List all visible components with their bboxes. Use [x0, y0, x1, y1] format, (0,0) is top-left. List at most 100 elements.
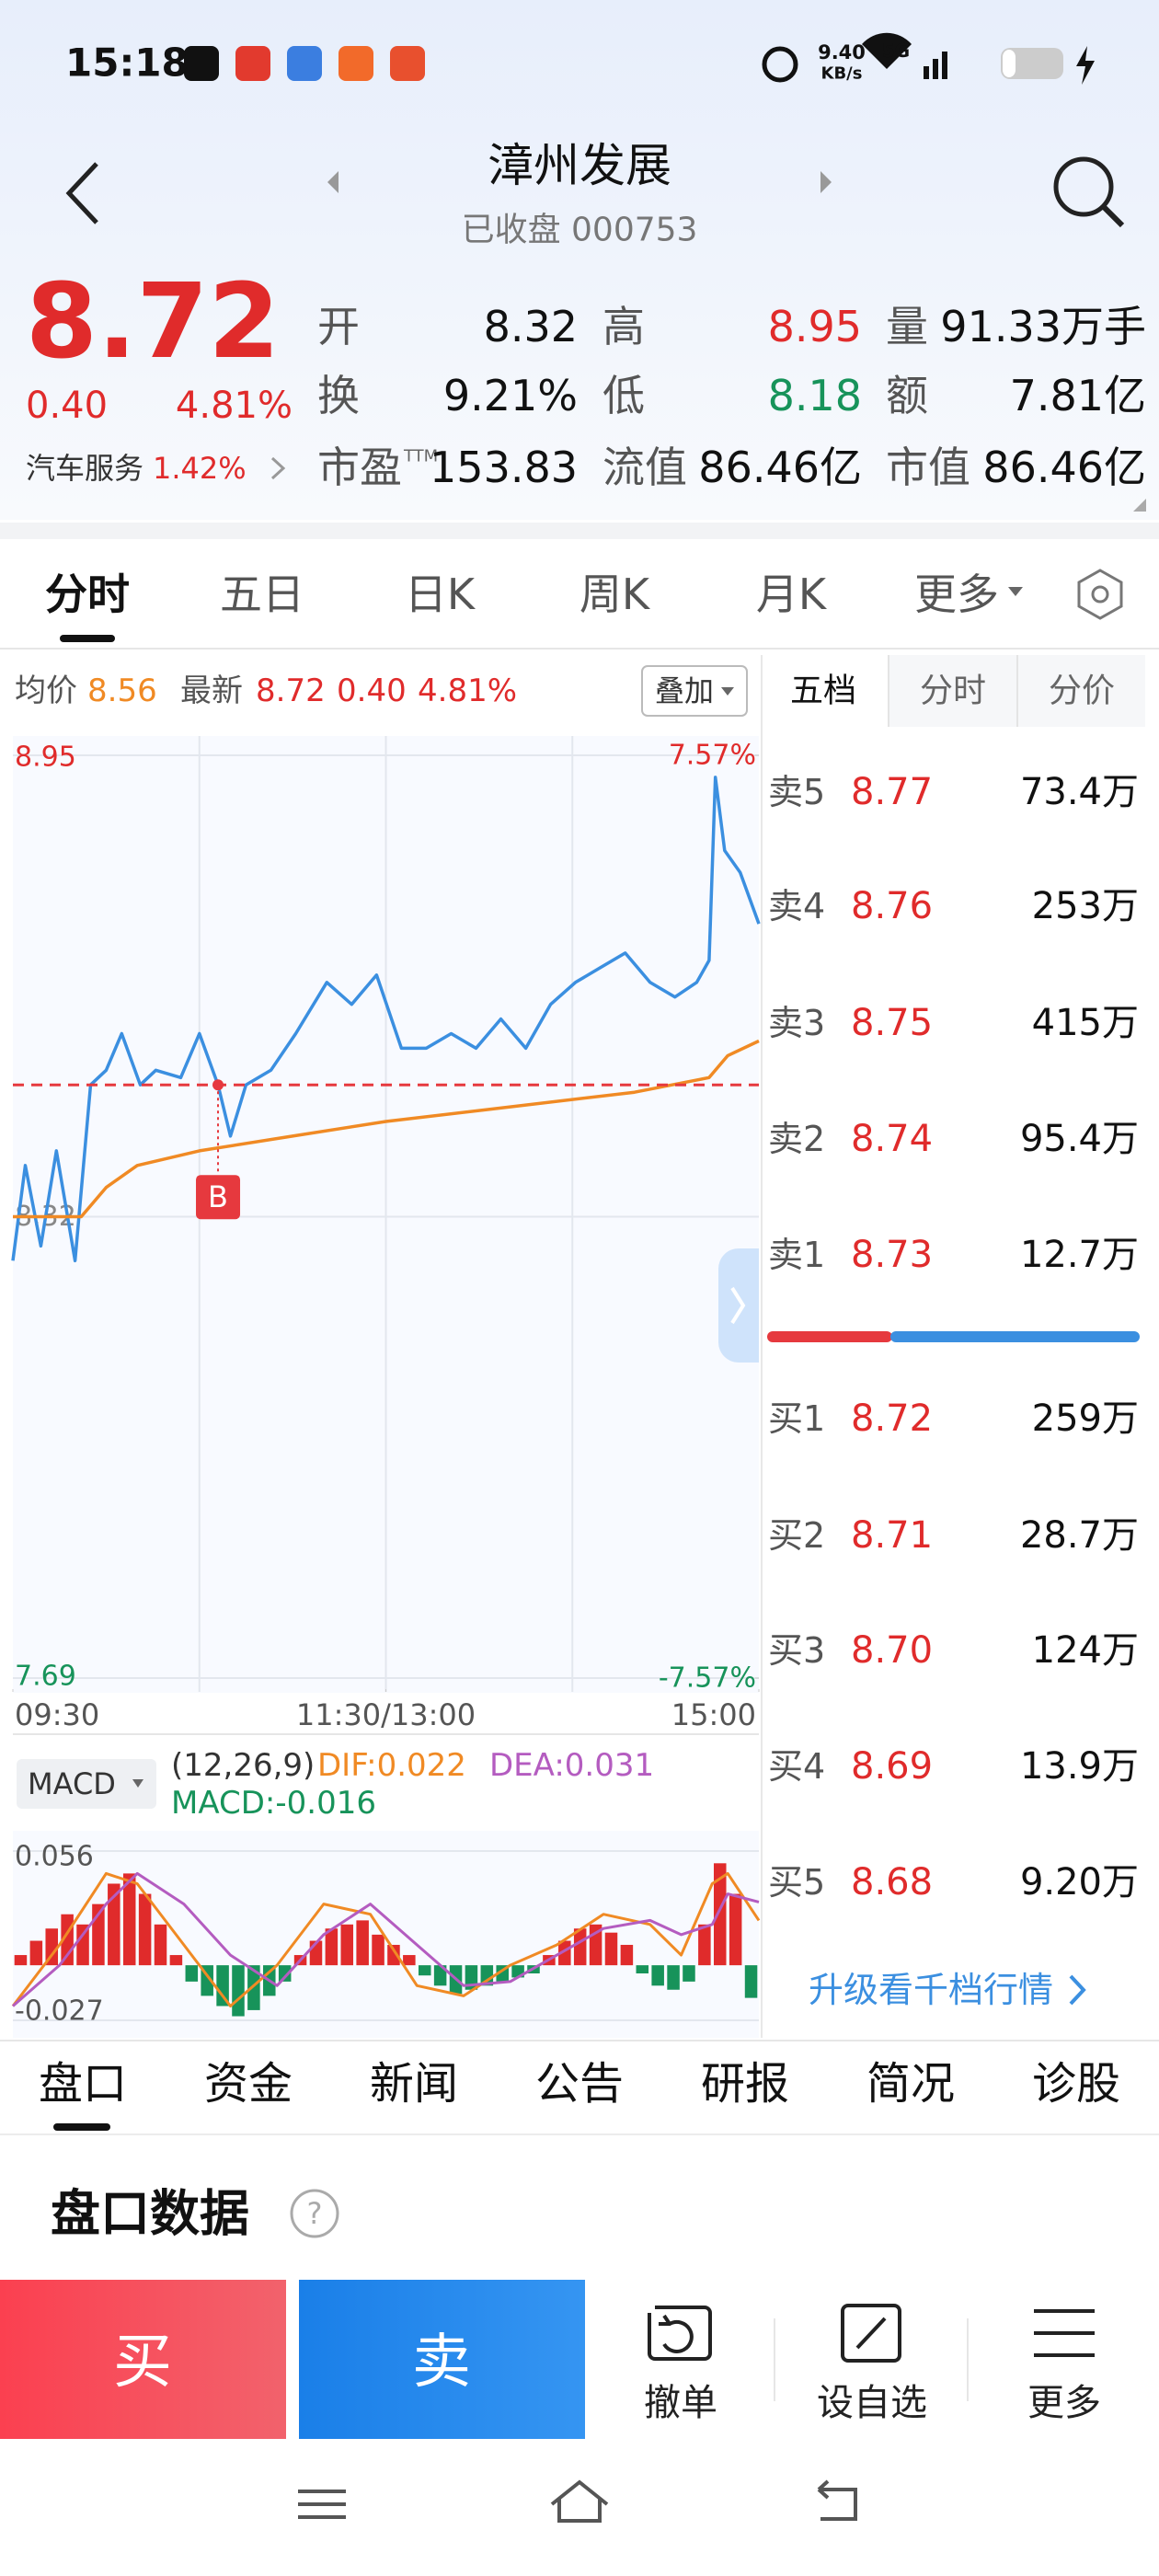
macd-bar [387, 1944, 400, 1966]
alarm-icon [762, 46, 798, 83]
tab-underline [53, 2123, 110, 2131]
macd-bar [698, 1924, 711, 1966]
battery-level [1003, 50, 1016, 77]
next-stock[interactable] [820, 171, 832, 193]
signal [924, 66, 929, 79]
last-change: 0.40 [337, 673, 407, 709]
book-more[interactable]: 升级看千档行情 [809, 1970, 1053, 2010]
bottom-tab[interactable]: 诊股 [1032, 2058, 1120, 2110]
action-label[interactable]: 设自选 [817, 2382, 927, 2424]
bottom-tab[interactable]: 简况 [866, 2058, 955, 2110]
book-label: 卖3 [768, 1003, 825, 1043]
book-price: 8.69 [851, 1745, 933, 1788]
change: 0.40 [26, 385, 108, 427]
buy-button[interactable] [0, 2280, 286, 2439]
x-tick-label: 11:30/13:00 [296, 1697, 476, 1732]
macd-bar [154, 1924, 167, 1966]
settings-dot [1091, 585, 1109, 604]
dropdown-arrow [132, 1779, 143, 1788]
nav-back[interactable] [817, 2479, 857, 2521]
header-bg [0, 0, 1159, 520]
stock-name: 漳州发展 [488, 139, 671, 192]
watch-icon [841, 2304, 901, 2363]
tab[interactable]: 月K [756, 569, 828, 619]
bottom-tab[interactable]: 研报 [701, 2058, 789, 2110]
bottom-tab[interactable]: 新闻 [370, 2058, 458, 2110]
expand-tab[interactable] [718, 1248, 759, 1363]
action-label[interactable]: 更多 [1027, 2382, 1101, 2424]
stat-value: 8.18 [768, 371, 862, 420]
watch-pen [855, 2317, 887, 2350]
charging [1076, 46, 1095, 85]
last-percent: 4.81% [418, 673, 517, 709]
book-label: 卖2 [768, 1119, 825, 1159]
sector-percent: 1.42% [153, 451, 247, 486]
book-price: 8.68 [851, 1861, 933, 1903]
y2-tick-label: -7.57% [659, 1662, 756, 1695]
dif-label: DIF:0.022 [317, 1747, 466, 1784]
marker-label: B [208, 1179, 228, 1214]
tab[interactable]: 更多 [914, 569, 999, 619]
bottom-tab[interactable]: 盘口 [39, 2058, 127, 2110]
tab[interactable]: 五日 [220, 569, 304, 619]
sector-chevron[interactable] [270, 456, 286, 480]
book-tab[interactable]: 五档 [790, 673, 856, 710]
macd-bar [232, 1965, 245, 2017]
macd-bar [340, 1924, 354, 1966]
tab[interactable]: 日K [405, 569, 476, 619]
overlay-button[interactable] [641, 665, 748, 717]
x-tick-label: 09:30 [15, 1697, 99, 1732]
prev-stock[interactable] [327, 171, 339, 193]
bottom-tab[interactable]: 资金 [204, 2058, 293, 2110]
book-volume: 259万 [1032, 1397, 1139, 1440]
macd-bar [480, 1965, 494, 1986]
search-icon[interactable] [1053, 156, 1114, 217]
settings-icon[interactable] [1077, 569, 1123, 620]
book-tab[interactable]: 分价 [1049, 673, 1115, 710]
macd-bar [683, 1965, 695, 1982]
book-volume: 13.9万 [1020, 1745, 1139, 1788]
book-volume: 124万 [1032, 1629, 1139, 1672]
stat-value: 8.95 [768, 302, 862, 351]
macd-bar [418, 1965, 431, 1976]
nav-home[interactable] [550, 2479, 609, 2523]
stat-value: 86.46亿 [982, 443, 1146, 492]
bottom-tab[interactable]: 公告 [535, 2058, 624, 2110]
book-tab[interactable]: 分时 [920, 673, 986, 710]
price: 8.72 [26, 262, 280, 382]
dropdown-arrow [1008, 587, 1023, 596]
stat-value: 9.21% [443, 371, 578, 420]
macd-selector[interactable] [17, 1759, 156, 1809]
stat-sup: TTM [403, 447, 438, 466]
tab[interactable]: 分时 [45, 569, 130, 619]
macd-bar [372, 1934, 384, 1966]
back-icon[interactable] [65, 162, 98, 224]
help-icon[interactable] [290, 2189, 339, 2238]
search-handle [1101, 204, 1125, 228]
action-label[interactable]: 撤单 [644, 2382, 717, 2424]
more-chevron[interactable] [1069, 1974, 1086, 2006]
book-volume: 95.4万 [1020, 1118, 1139, 1160]
app-icon [184, 46, 219, 81]
book-price: 8.77 [851, 771, 933, 813]
macd-bar [729, 1893, 742, 1966]
buy-label: 买 [113, 2329, 172, 2397]
tab[interactable]: 周K [580, 569, 651, 619]
macd-bar [620, 1944, 634, 1966]
macd-bar [278, 1965, 292, 1982]
app-icon [287, 46, 322, 81]
book-volume: 415万 [1032, 1002, 1139, 1044]
expand-icon [730, 1286, 746, 1325]
signal [933, 59, 938, 79]
sector: 汽车服务 [26, 451, 143, 486]
macd-bar [651, 1965, 664, 1986]
macd-bar [216, 1965, 229, 2007]
macd-label: MACD:-0.016 [171, 1785, 376, 1822]
stat-label: 开 [317, 302, 360, 351]
bid-bar [890, 1331, 1140, 1342]
sell-button[interactable] [299, 2280, 585, 2439]
tab-underline [60, 635, 115, 642]
macd-bar [558, 1940, 571, 1966]
y-tick-label: -0.027 [15, 1995, 104, 2028]
